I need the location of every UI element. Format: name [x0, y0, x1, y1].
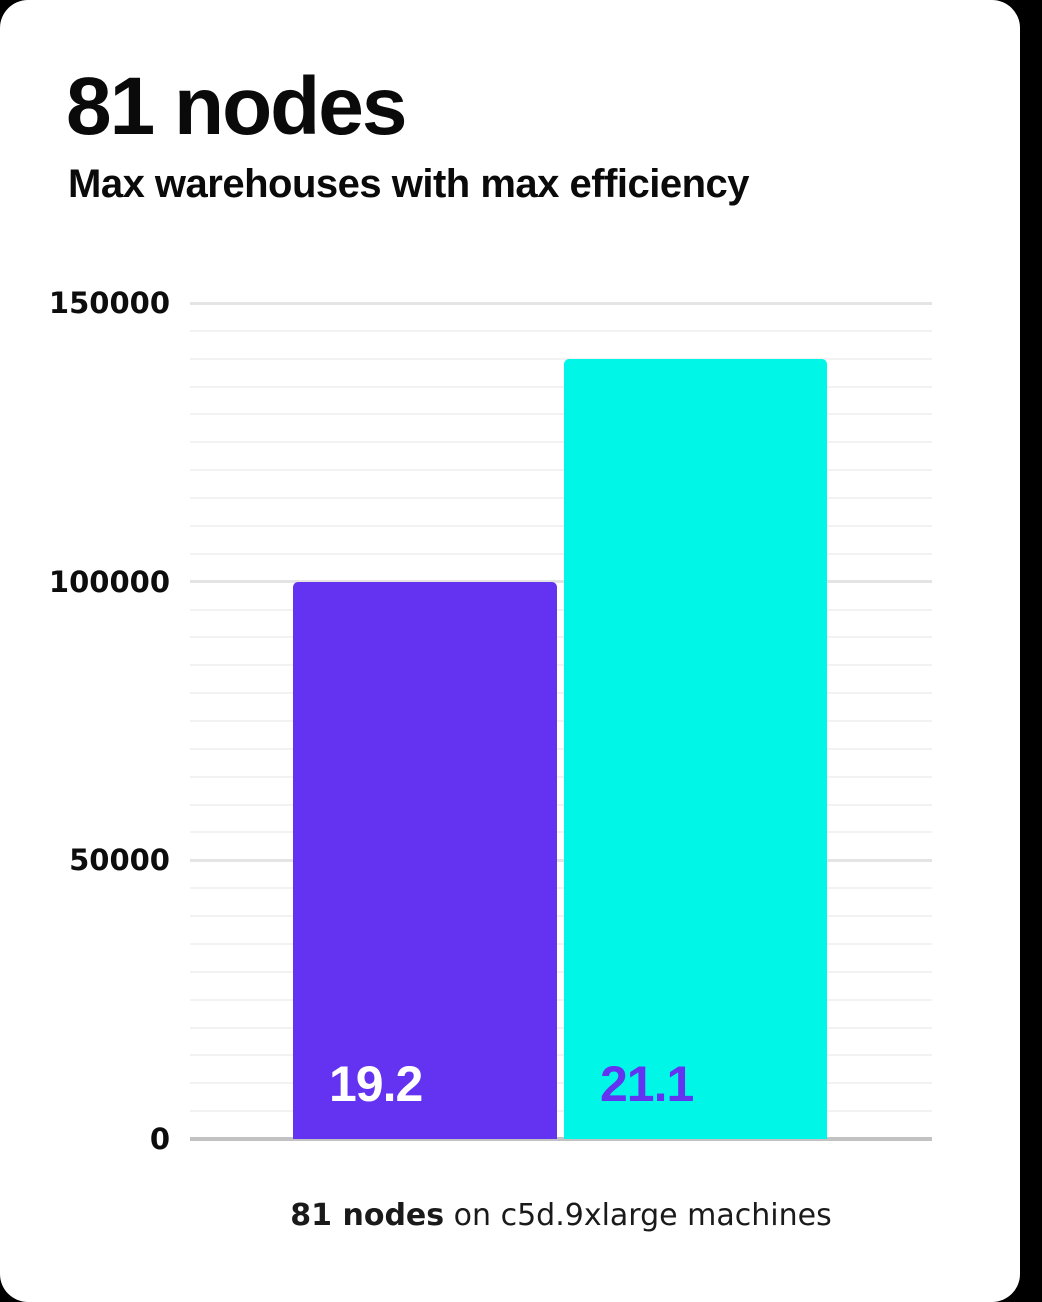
- plot-area: 0 50000 100000 150000 19.2 21.1: [49, 286, 932, 1156]
- minor-gridline: [190, 385, 932, 388]
- bar-19.2: 19.2: [293, 581, 557, 1139]
- minor-gridline: [190, 441, 932, 444]
- minor-gridline: [190, 664, 932, 667]
- minor-gridline: [190, 497, 932, 500]
- bar-21.1: 21.1: [564, 358, 827, 1139]
- minor-gridline: [190, 803, 932, 806]
- minor-gridline: [190, 329, 932, 332]
- minor-gridline: [190, 413, 932, 416]
- minor-gridline: [190, 524, 932, 527]
- minor-gridline: [190, 469, 932, 472]
- minor-gridline: [190, 1026, 932, 1029]
- minor-gridline: [190, 357, 932, 360]
- caption-regular-text: on c5d.9xlarge machines: [444, 1198, 832, 1233]
- y-axis-tick-label: 0: [149, 1122, 170, 1156]
- minor-gridline: [190, 887, 932, 890]
- minor-gridline: [190, 970, 932, 973]
- bar-value-label: 19.2: [329, 1056, 423, 1112]
- y-axis-tick-label: 100000: [48, 564, 170, 599]
- minor-gridline: [190, 1082, 932, 1085]
- caption-bold-text: 81 nodes: [290, 1198, 445, 1233]
- major-gridline: [190, 301, 932, 305]
- major-gridline: [190, 858, 932, 862]
- minor-gridline: [190, 998, 932, 1001]
- minor-gridline: [190, 915, 932, 918]
- chart-caption: 81 nodes on c5d.9xlarge machines: [190, 1196, 932, 1235]
- page-title: 81 nodes: [66, 61, 407, 152]
- minor-gridline: [190, 552, 932, 555]
- minor-gridline: [190, 942, 932, 945]
- minor-gridline: [190, 775, 932, 778]
- minor-gridline: [190, 692, 932, 695]
- x-axis-line: [190, 1137, 932, 1141]
- major-gridline: [190, 580, 932, 584]
- minor-gridline: [190, 608, 932, 611]
- minor-gridline: [190, 747, 932, 750]
- minor-gridline: [190, 1054, 932, 1057]
- page-subtitle: Max warehouses with max efficiency: [68, 162, 750, 206]
- minor-gridline: [190, 831, 932, 834]
- bar-chart: 0 50000 100000 150000 19.2 21.1: [49, 286, 932, 1156]
- y-axis-tick-label: 50000: [69, 843, 170, 878]
- y-axis-tick-label: 150000: [48, 286, 170, 320]
- minor-gridline: [190, 636, 932, 639]
- minor-gridline: [190, 1110, 932, 1113]
- minor-gridline: [190, 720, 932, 722]
- chart-card: 81 nodes Max warehouses with max efficie…: [0, 0, 1020, 1302]
- bar-value-label: 21.1: [600, 1056, 694, 1112]
